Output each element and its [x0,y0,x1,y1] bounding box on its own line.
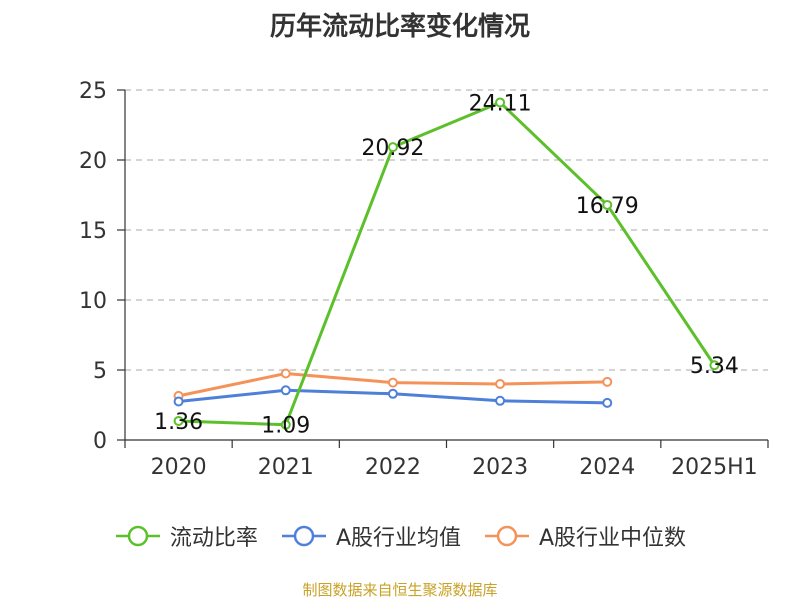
data-point [495,395,506,406]
chart-title: 历年流动比率变化情况 [269,12,530,42]
legend-swatch [485,525,529,547]
legend-item[interactable]: A股行业中位数 [483,520,686,552]
data-point [280,419,291,430]
legend-swatch-marker [496,525,518,547]
data-point [495,379,506,389]
data-label: 5.34 [690,354,739,379]
series-line-0 [178,100,716,427]
x-tick-label: 2023 [472,455,528,480]
data-label: 24.11 [469,91,532,116]
legend-item[interactable]: A股行业均值 [280,520,461,552]
data-label: 1.36 [154,410,203,435]
source-note: 制图数据来自恒生聚源数据库 [302,581,498,599]
legend-label: A股行业均值 [335,526,461,551]
x-tick-label: 2020 [151,455,207,480]
chart-legend: 流动比率 A股行业均值 A股行业中位数 [0,520,800,552]
legend-label: 流动比率 [169,526,258,551]
data-point [602,199,613,210]
data-point [602,397,613,408]
data-point [495,97,506,108]
legend-swatch [281,525,326,547]
data-point [173,415,184,426]
data-point [173,396,184,407]
x-tick-label: 2022 [365,455,421,480]
data-point [602,376,613,387]
legend-label: A股行业中位数 [539,526,687,551]
data-label: 20.92 [361,136,424,161]
y-tick-label: 10 [79,289,107,314]
y-tick-label: 25 [79,79,107,104]
legend-item[interactable]: 流动比率 [114,520,258,552]
data-point [709,360,720,371]
x-tick-label: 2021 [258,455,314,480]
data-label: 16.79 [576,194,639,219]
x-tick-label: 2024 [579,455,635,480]
data-point [387,388,398,399]
legend-swatch-marker [127,525,149,547]
data-label: 1.09 [261,414,310,439]
data-point [280,385,291,396]
data-point [387,142,398,153]
y-tick-label: 0 [93,429,107,454]
legend-swatch-marker [293,525,315,547]
y-tick-label: 15 [79,219,107,244]
x-tick-label: 2025H1 [671,455,758,480]
data-point [280,368,291,379]
y-tick-label: 5 [93,359,107,384]
data-point [387,377,398,388]
y-tick-label: 20 [79,149,107,174]
legend-swatch [115,525,160,547]
